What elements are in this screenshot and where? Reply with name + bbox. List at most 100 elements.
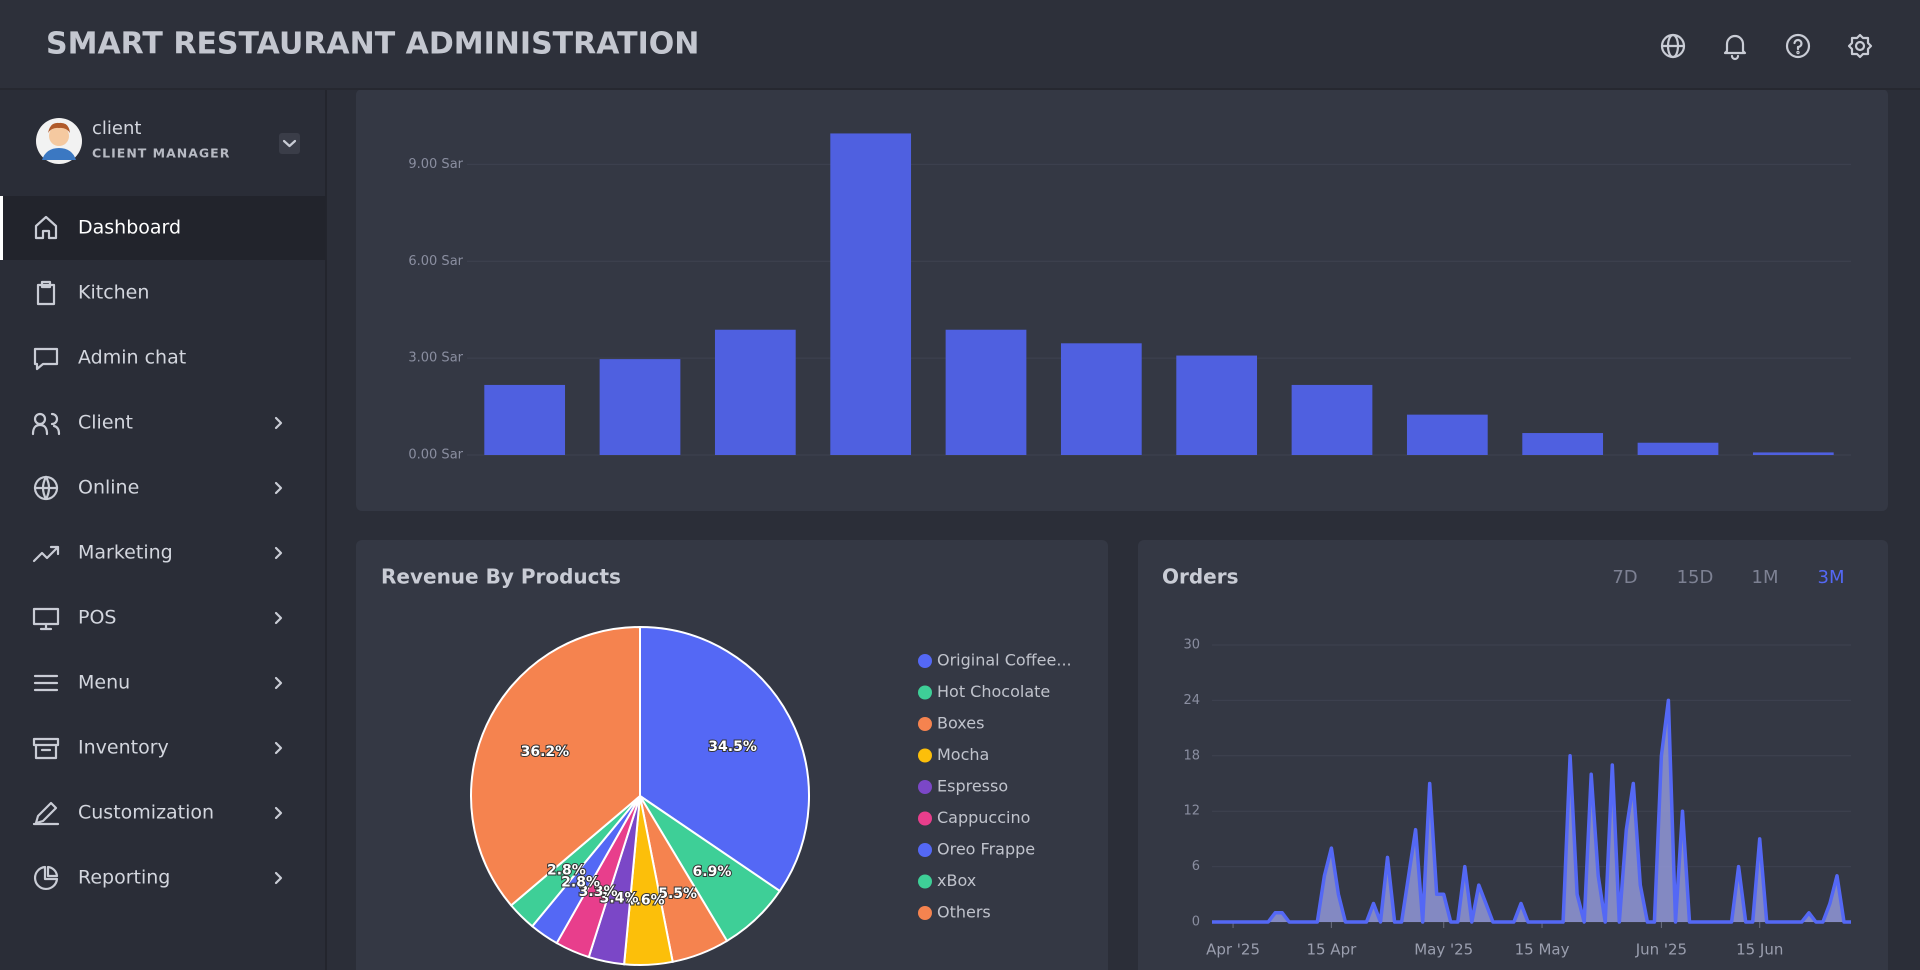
- nav-icon: [32, 545, 60, 563]
- nav-item[interactable]: Marketing: [32, 542, 283, 564]
- nav-item[interactable]: Reporting: [33, 865, 283, 891]
- nav-item[interactable]: Inventory: [32, 737, 283, 760]
- bar: [1752, 452, 1834, 455]
- nav-item[interactable]: Menu: [33, 672, 283, 694]
- nav-item[interactable]: Kitchen: [36, 280, 149, 306]
- orders-card: [1138, 540, 1888, 970]
- nav-item[interactable]: Client: [31, 412, 283, 436]
- slice-label: 3.3%: [579, 884, 618, 900]
- x-tick-label: Apr '25: [1206, 941, 1260, 959]
- header-title: SMART RESTAURANT ADMINISTRATION: [46, 27, 699, 62]
- legend-label: Mocha: [937, 745, 989, 764]
- nav-label: Admin chat: [78, 347, 186, 369]
- legend-label: Oreo Frappe: [937, 840, 1035, 859]
- chart-title: Orders: [1162, 565, 1239, 589]
- nav-chevron: [274, 416, 283, 430]
- bar: [484, 384, 566, 455]
- nav-chevron: [274, 871, 283, 885]
- nav-label: Reporting: [78, 867, 170, 889]
- legend-marker: [918, 654, 932, 668]
- x-tick-label: 15 Jun: [1736, 941, 1783, 959]
- legend-label: Others: [937, 903, 991, 922]
- bar: [714, 329, 796, 455]
- legend-label: xBox: [937, 871, 976, 890]
- y-tick-label: 30: [1183, 638, 1200, 653]
- nav-icon: [32, 737, 60, 760]
- x-tick-label: 15 May: [1515, 941, 1570, 959]
- legend-marker: [918, 685, 932, 700]
- bar: [1406, 414, 1488, 455]
- y-tick-label: 24: [1183, 693, 1200, 708]
- y-tick-label: 3.00 Sar: [408, 351, 463, 366]
- legend-marker: [918, 717, 932, 731]
- nav-icon: [32, 801, 60, 826]
- x-tick-label: 15 Apr: [1306, 941, 1357, 959]
- y-tick-label: 6: [1192, 859, 1200, 874]
- nav-item[interactable]: Online: [33, 475, 283, 501]
- nav-icon: [31, 412, 61, 436]
- help-icon[interactable]: [1785, 33, 1811, 59]
- period-button[interactable]: 15D: [1677, 567, 1714, 588]
- period-button[interactable]: 7D: [1612, 567, 1637, 588]
- nav-label: POS: [78, 607, 116, 629]
- nav-icon: [33, 475, 59, 501]
- legend-marker: [918, 843, 932, 857]
- user-dropdown[interactable]: [279, 133, 300, 154]
- nav-chevron: [274, 806, 283, 820]
- pie-slice: [639, 625, 810, 893]
- legend-marker: [918, 906, 932, 920]
- y-tick-label: 12: [1183, 804, 1200, 819]
- legend-label: Boxes: [937, 714, 984, 733]
- nav-icon: [33, 865, 59, 891]
- bar: [1060, 343, 1142, 455]
- nav-label: Menu: [78, 672, 130, 694]
- slice-label: 2.8%: [547, 863, 586, 879]
- area-line: [1212, 698, 1851, 924]
- x-tick-label: Jun '25: [1635, 941, 1687, 959]
- legend-label: Espresso: [937, 777, 1008, 796]
- y-tick-label: 0.00 Sar: [408, 448, 463, 463]
- y-tick-label: 9.00 Sar: [408, 157, 463, 172]
- legend-label: Cappuccino: [937, 808, 1030, 827]
- chart-title: Revenue By Products: [381, 565, 621, 589]
- nav-label: Kitchen: [78, 282, 149, 304]
- nav-icon: [32, 607, 60, 631]
- nav-item[interactable]: Admin chat: [33, 347, 186, 371]
- nav-chevron: [274, 741, 283, 755]
- globe-icon[interactable]: [1660, 33, 1686, 59]
- y-tick-label: 18: [1183, 748, 1200, 763]
- slice-label: 3.4%: [600, 891, 639, 907]
- nav-label: Customization: [78, 802, 214, 824]
- nav-label: Dashboard: [78, 217, 181, 239]
- nav-item[interactable]: POS: [32, 607, 283, 631]
- header: [0, 0, 1920, 89]
- nav-chevron: [274, 546, 283, 560]
- nav-label: Inventory: [78, 737, 169, 759]
- nav-icon: [34, 215, 58, 240]
- nav-chevron: [274, 611, 283, 625]
- nav-icon: [33, 347, 59, 371]
- legend-label: Hot Chocolate: [937, 682, 1050, 701]
- bar: [1522, 433, 1604, 455]
- nav-item[interactable]: Dashboard: [0, 196, 326, 260]
- period-button[interactable]: 3M: [1818, 567, 1845, 588]
- avatar: [36, 118, 82, 164]
- nav-label: Online: [78, 477, 139, 499]
- bar: [1291, 384, 1373, 455]
- bar: [599, 359, 681, 455]
- slice-label: 2.8%: [561, 874, 600, 890]
- legend-marker: [918, 780, 932, 794]
- bar: [830, 133, 912, 456]
- nav-active-bar: [0, 196, 3, 260]
- user-role: CLIENT MANAGER: [92, 146, 230, 161]
- legend-marker: [918, 748, 932, 763]
- period-button[interactable]: 1M: [1752, 567, 1779, 588]
- nav-icon: [33, 674, 59, 692]
- nav-item[interactable]: Customization: [32, 801, 283, 826]
- bell-icon[interactable]: [1723, 34, 1747, 61]
- legend-label: Original Coffee...: [937, 651, 1072, 670]
- user-name: client: [92, 118, 141, 139]
- bar: [1176, 355, 1258, 455]
- settings-icon[interactable]: [1847, 33, 1873, 59]
